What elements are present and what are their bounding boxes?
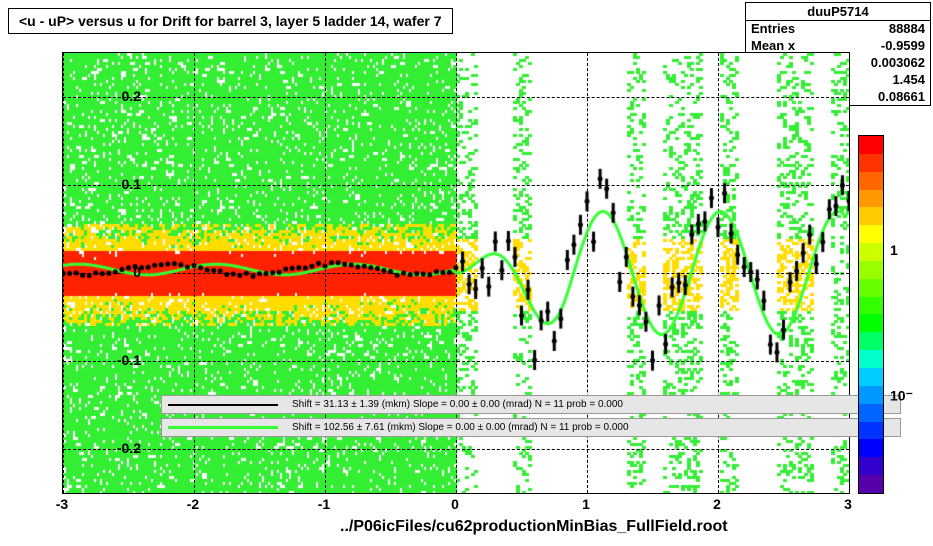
y-tick-label: 0: [91, 264, 141, 280]
x-tick-label: 0: [451, 496, 459, 512]
stats-rmsx: 1.454: [892, 72, 925, 89]
x-tick-label: 3: [844, 496, 852, 512]
x-tick-label: 1: [582, 496, 590, 512]
stats-entries-label: Entries: [751, 21, 795, 38]
legend-row-1: Shift = 31.13 ± 1.39 (mkm) Slope = 0.00 …: [161, 395, 901, 414]
x-tick-label: 2: [713, 496, 721, 512]
stats-meany: 0.003062: [871, 55, 925, 72]
y-tick-label: 0.2: [91, 88, 141, 104]
footer-path: ../P06icFiles/cu62productionMinBias_Full…: [340, 518, 728, 536]
colorbar-label-1: 1: [890, 242, 898, 258]
colorbar-label-2: 10⁻: [890, 388, 913, 405]
legend-text-2: Shift = 102.56 ± 7.61 (mkm) Slope = 0.00…: [292, 422, 629, 433]
stats-name: duuP5714: [746, 3, 930, 21]
legend-text-1: Shift = 31.13 ± 1.39 (mkm) Slope = 0.00 …: [292, 399, 623, 410]
chart-title: <u - uP> versus u for Drift for barrel 3…: [8, 8, 453, 34]
y-tick-label: -0.1: [91, 352, 141, 368]
stats-entries: 88884: [889, 21, 925, 38]
x-tick-label: -2: [187, 496, 199, 512]
legend-line-black: [168, 404, 278, 406]
stats-meanx: -0.9599: [881, 38, 925, 55]
plot-area: Shift = 31.13 ± 1.39 (mkm) Slope = 0.00 …: [62, 52, 850, 494]
y-tick-label: 0.1: [91, 176, 141, 192]
legend-line-green: [168, 426, 278, 429]
x-tick-label: -3: [56, 496, 68, 512]
stats-rmsy: 0.08661: [878, 89, 925, 106]
y-tick-label: -0.2: [91, 440, 141, 456]
legend-row-2: Shift = 102.56 ± 7.61 (mkm) Slope = 0.00…: [161, 418, 901, 437]
colorbar: [858, 135, 884, 494]
x-tick-label: -1: [318, 496, 330, 512]
